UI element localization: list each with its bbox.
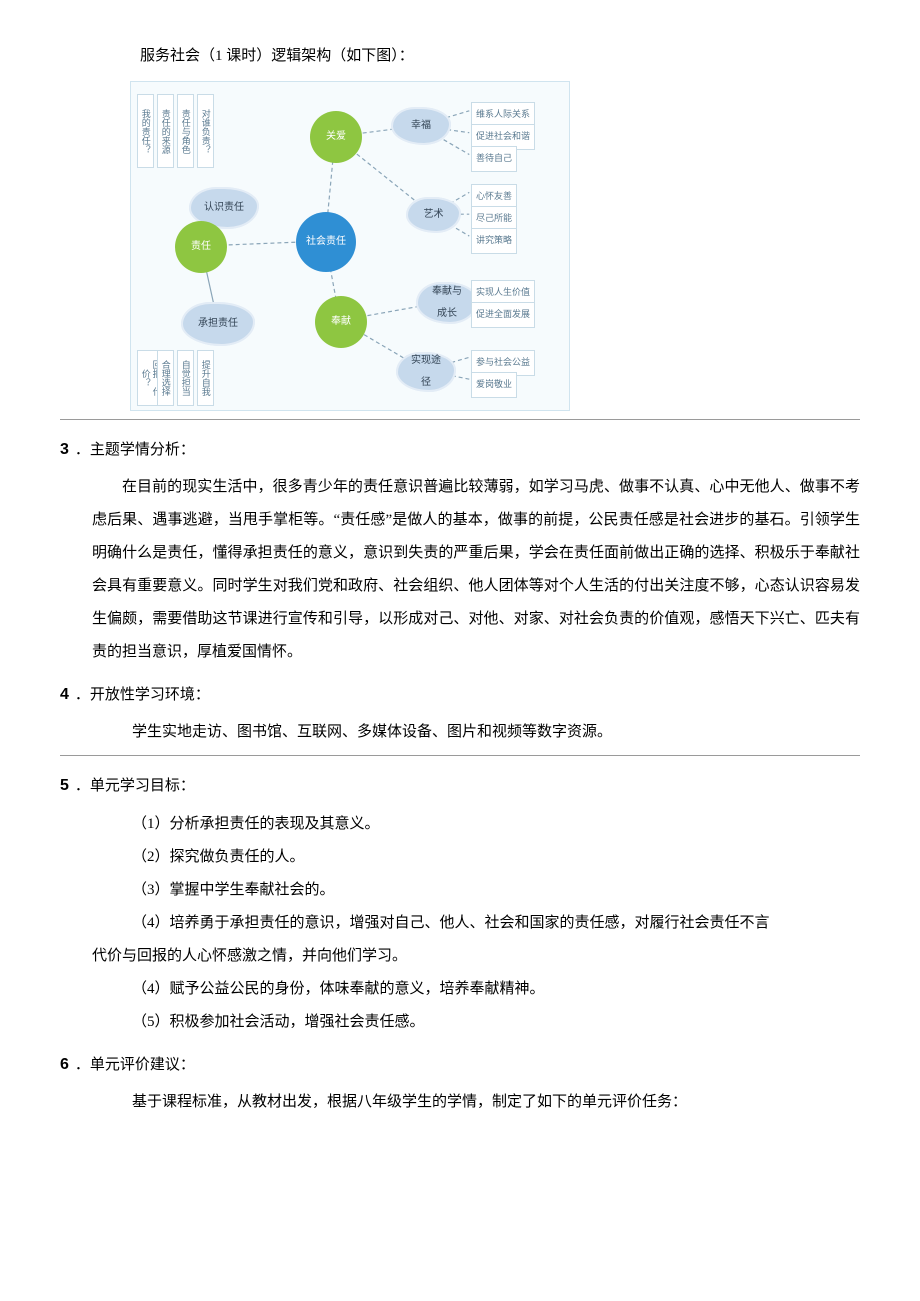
section-4-body: 学生实地走访、图书馆、互联网、多媒体设备、图片和视频等数字资源。 [132,716,860,749]
rlabel-r10: 爱岗敬业 [471,372,517,398]
vbox-b3: 自觉担当 [177,350,194,406]
list-item: （4）培养勇于承担责任的意识，增强对自己、他人、社会和国家的责任感，对履行社会责… [132,907,860,940]
rlabel-r8: 促进全面发展 [471,302,535,328]
circle-resp: 责任 [175,221,227,273]
cloud-happiness: 幸福 [391,107,451,145]
rlabel-r6: 讲究策略 [471,228,517,254]
intro-text: 服务社会（1 课时）逻辑架构（如下图）： [140,40,860,73]
section-6-body: 基于课程标准，从教材出发，根据八年级学生的学情，制定了如下的单元评价任务： [132,1086,860,1119]
cloud-dedgrow: 奉献与 成长 [416,282,478,324]
section-6-heading: 6 ．单元评价建议： [60,1047,860,1082]
divider [60,755,860,756]
list-item: （4）赋予公益公民的身份，体味奉献的意义，培养奉献精神。 [132,973,860,1006]
vbox-q4: 对谁负责？ [197,94,214,168]
concept-diagram: 认识责任承担责任幸福艺术奉献与 成长实现途 径责任关爱社会责任奉献我的责任？责任… [130,81,570,411]
section-5-heading: 5 ．单元学习目标： [60,768,860,803]
section-4-heading: 4 ．开放性学习环境： [60,677,860,712]
section-5-title: ．单元学习目标： [75,777,195,794]
vbox-b4: 提升自我 [197,350,214,406]
section-3-heading: 3 ．主题学情分析： [60,432,860,467]
section-4-num: 4 [60,686,69,703]
list-item: （1）分析承担责任的表现及其意义。 [132,808,860,841]
section-3-num: 3 [60,441,69,458]
section-3-body: 在目前的现实生活中，很多青少年的责任意识普遍比较薄弱，如学习马虎、做事不认真、心… [92,471,860,669]
section-6-num: 6 [60,1056,69,1073]
vbox-q3: 责任与角色 [177,94,194,168]
cloud-art: 艺术 [406,197,461,233]
circle-social: 社会责任 [296,212,356,272]
list-item: （3）掌握中学生奉献社会的。 [132,874,860,907]
cloud-undertake: 承担责任 [181,302,255,346]
circle-care: 关爱 [310,111,362,163]
vbox-q2: 责任的来源 [157,94,174,168]
cloud-realize: 实现途 径 [396,352,456,392]
vbox-b2: 合理选择 [157,350,174,406]
section-6-title: ．单元评价建议： [75,1056,195,1073]
section-4-title: ．开放性学习环境： [75,686,210,703]
rlabel-r3: 善待自己 [471,146,517,172]
vbox-q1: 我的责任？ [137,94,154,168]
list-item: （2）探究做负责任的人。 [132,841,860,874]
list-item: （5）积极参加社会活动，增强社会责任感。 [132,1006,860,1039]
section-5-num: 5 [60,777,69,794]
section-3-title: ．主题学情分析： [75,441,195,458]
list-item: 代价与回报的人心怀感激之情，并向他们学习。 [92,940,860,973]
circle-dedicate: 奉献 [315,296,367,348]
divider [60,419,860,420]
